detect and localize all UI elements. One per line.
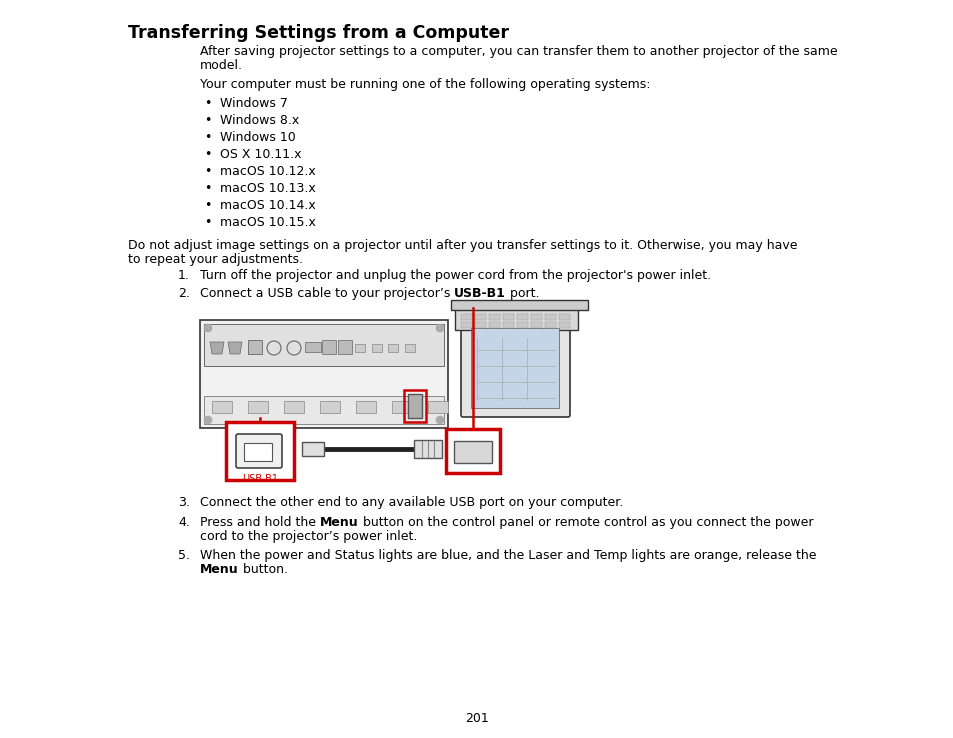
Text: USB-B1: USB-B1 (454, 287, 506, 300)
Bar (284, 401, 304, 413)
Bar (305, 342, 320, 352)
Bar (403, 390, 426, 422)
Bar (244, 443, 272, 461)
Text: •: • (204, 182, 212, 195)
Bar (355, 344, 365, 352)
Polygon shape (228, 342, 242, 354)
Text: 4.: 4. (178, 516, 190, 529)
Text: When the power and Status lights are blue, and the Laser and Temp lights are ora: When the power and Status lights are blu… (200, 549, 816, 562)
FancyBboxPatch shape (235, 434, 282, 468)
Text: 2.: 2. (178, 287, 190, 300)
Text: macOS 10.15.x: macOS 10.15.x (220, 216, 315, 229)
Bar (454, 441, 492, 463)
Text: Connect the other end to any available USB port on your computer.: Connect the other end to any available U… (200, 496, 622, 509)
Text: 5.: 5. (178, 549, 190, 562)
Bar (302, 442, 324, 456)
Bar (408, 394, 421, 418)
Bar (460, 314, 472, 320)
Bar (475, 314, 485, 320)
Bar (558, 314, 569, 320)
Bar (446, 429, 499, 473)
Text: Press and hold the: Press and hold the (200, 516, 319, 529)
Bar (531, 322, 541, 328)
Text: Windows 10: Windows 10 (220, 131, 295, 144)
Text: macOS 10.14.x: macOS 10.14.x (220, 199, 315, 212)
Bar (392, 401, 412, 413)
Bar (248, 340, 262, 354)
Text: Windows 8.x: Windows 8.x (220, 114, 299, 127)
Text: After saving projector settings to a computer, you can transfer them to another : After saving projector settings to a com… (200, 45, 837, 58)
Bar (502, 314, 514, 320)
Text: Menu: Menu (200, 563, 238, 576)
Circle shape (204, 416, 212, 424)
Bar (388, 344, 397, 352)
Text: to repeat your adjustments.: to repeat your adjustments. (128, 253, 303, 266)
Bar (475, 322, 485, 328)
Text: macOS 10.13.x: macOS 10.13.x (220, 182, 315, 195)
Bar (502, 322, 514, 328)
Polygon shape (210, 342, 224, 354)
Text: Menu: Menu (319, 516, 358, 529)
Bar (226, 422, 294, 480)
Bar (372, 344, 381, 352)
Text: button.: button. (238, 563, 287, 576)
Bar (489, 322, 499, 328)
Circle shape (436, 324, 443, 332)
Bar (204, 324, 443, 366)
Circle shape (436, 416, 443, 424)
Text: Turn off the projector and unplug the power cord from the projector's power inle: Turn off the projector and unplug the po… (200, 269, 710, 282)
Text: 1.: 1. (178, 269, 190, 282)
Bar (322, 340, 335, 354)
Bar (544, 322, 556, 328)
Bar (471, 328, 558, 408)
Text: •: • (204, 97, 212, 110)
Text: Do not adjust image settings on a projector until after you transfer settings to: Do not adjust image settings on a projec… (128, 239, 797, 252)
Text: 3.: 3. (178, 496, 190, 509)
Bar (558, 322, 569, 328)
Bar (355, 401, 375, 413)
Bar (337, 340, 352, 354)
Bar (414, 440, 441, 458)
Text: USB-B1: USB-B1 (242, 474, 277, 484)
Text: model.: model. (200, 59, 243, 72)
Bar (200, 320, 448, 428)
FancyBboxPatch shape (460, 318, 569, 417)
Bar (248, 401, 268, 413)
Bar (531, 314, 541, 320)
Bar (544, 314, 556, 320)
Text: •: • (204, 199, 212, 212)
Text: •: • (204, 114, 212, 127)
Bar (319, 401, 339, 413)
Text: port.: port. (506, 287, 539, 300)
Text: Your computer must be running one of the following operating systems:: Your computer must be running one of the… (200, 78, 650, 91)
Text: OS X 10.11.x: OS X 10.11.x (220, 148, 301, 161)
Bar (204, 396, 443, 424)
Bar (455, 308, 578, 330)
Text: cord to the projector’s power inlet.: cord to the projector’s power inlet. (200, 530, 417, 543)
Bar (517, 322, 527, 328)
Text: •: • (204, 165, 212, 178)
Text: button on the control panel or remote control as you connect the power: button on the control panel or remote co… (358, 516, 812, 529)
Text: •: • (204, 131, 212, 144)
Bar (405, 344, 415, 352)
Bar (212, 401, 232, 413)
Text: •: • (204, 216, 212, 229)
Bar (428, 401, 448, 413)
Text: Windows 7: Windows 7 (220, 97, 288, 110)
Text: Transferring Settings from a Computer: Transferring Settings from a Computer (128, 24, 509, 42)
Bar (451, 300, 587, 310)
Bar (517, 314, 527, 320)
Text: macOS 10.12.x: macOS 10.12.x (220, 165, 315, 178)
Bar (489, 314, 499, 320)
Text: Connect a USB cable to your projector’s: Connect a USB cable to your projector’s (200, 287, 454, 300)
Circle shape (204, 324, 212, 332)
Text: 201: 201 (465, 712, 488, 725)
Bar (460, 322, 472, 328)
Text: •: • (204, 148, 212, 161)
